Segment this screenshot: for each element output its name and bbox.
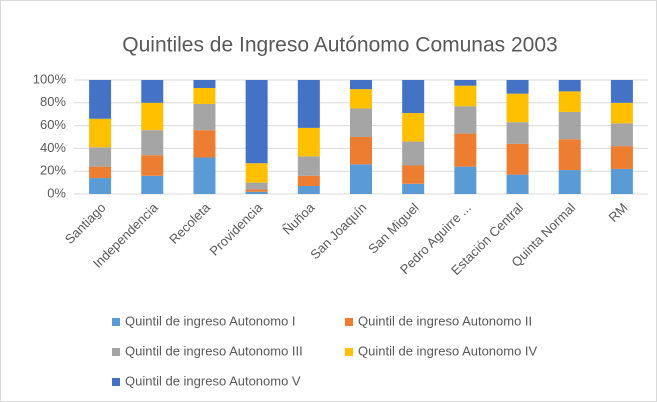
bar-segment [193, 80, 216, 88]
bar-segment [402, 113, 425, 142]
bar-segment [245, 191, 268, 194]
bar-segment [454, 106, 477, 134]
y-tick-label: 0% [47, 185, 66, 200]
bar-segment [454, 133, 477, 167]
bar-segment [454, 166, 477, 194]
bar-segment [454, 85, 477, 107]
bar-segment [610, 123, 633, 147]
legend-label: Quintil de ingreso Autonomo IV [358, 343, 538, 358]
bar-segment [245, 80, 268, 164]
legend-label: Quintil de ingreso Autonomo V [125, 373, 301, 388]
y-tick-label: 80% [40, 94, 66, 109]
bar-segment [506, 174, 529, 194]
bar-segment [245, 182, 268, 190]
bar-segment [454, 80, 477, 86]
bar-segment [89, 118, 112, 148]
legend-label: Quintil de ingreso Autonomo II [358, 313, 532, 328]
bar-segment [193, 157, 216, 194]
bar-segment [506, 80, 529, 94]
bar-segment [350, 89, 372, 109]
bar-segment [350, 108, 372, 137]
bar-segment [506, 93, 529, 123]
legend-label: Quintil de ingreso Autonomo III [125, 343, 303, 358]
legend-swatch [345, 318, 353, 326]
bar-segment [506, 143, 529, 175]
y-tick-label: 20% [40, 163, 66, 178]
bar-segment [350, 164, 372, 194]
bar-segment [558, 170, 581, 194]
y-tick-label: 60% [40, 117, 66, 132]
bar-segment [297, 156, 320, 176]
bar-segment [297, 80, 320, 128]
y-tick-label: 40% [40, 140, 66, 155]
bar-segment [558, 80, 581, 92]
y-tick-label: 100% [33, 71, 67, 86]
bar-segment [610, 80, 633, 103]
bar-segment [141, 130, 164, 156]
bar-segment [610, 102, 633, 124]
legend-swatch [112, 378, 120, 386]
bar-segment [610, 168, 633, 194]
legend-swatch [112, 348, 120, 356]
bar-segment [610, 146, 633, 169]
bar-segment [402, 165, 425, 184]
bar-segment [89, 80, 112, 119]
bar-segment [558, 91, 581, 112]
bar-segment [350, 80, 372, 90]
bar-segment [245, 189, 268, 192]
bar-segment [402, 183, 425, 194]
bar-segment [297, 127, 320, 157]
bar-segment [558, 111, 581, 140]
bar-segment [350, 137, 372, 165]
bar-segment [141, 155, 164, 176]
bar-segment [193, 130, 216, 158]
bar-segment [402, 80, 425, 114]
bar-segment [297, 175, 320, 187]
bar-segment [558, 139, 581, 171]
bar-segment [506, 122, 529, 144]
bar-segment [89, 147, 112, 167]
bar-segment [89, 166, 112, 179]
bar-segment [141, 175, 164, 194]
bar-segment [141, 102, 164, 131]
bar-segment [193, 87, 216, 104]
bar-segment [245, 163, 268, 183]
bar-segment [193, 103, 216, 131]
legend-label: Quintil de ingreso Autonomo I [125, 313, 296, 328]
bar-segment [89, 178, 112, 194]
chart-title: Quintiles de Ingreso Autónomo Comunas 20… [122, 34, 557, 57]
bar-segment [402, 141, 425, 166]
legend-swatch [345, 348, 353, 356]
bar-segment [141, 80, 164, 103]
legend-swatch [112, 318, 120, 326]
bar-segment [297, 186, 320, 194]
